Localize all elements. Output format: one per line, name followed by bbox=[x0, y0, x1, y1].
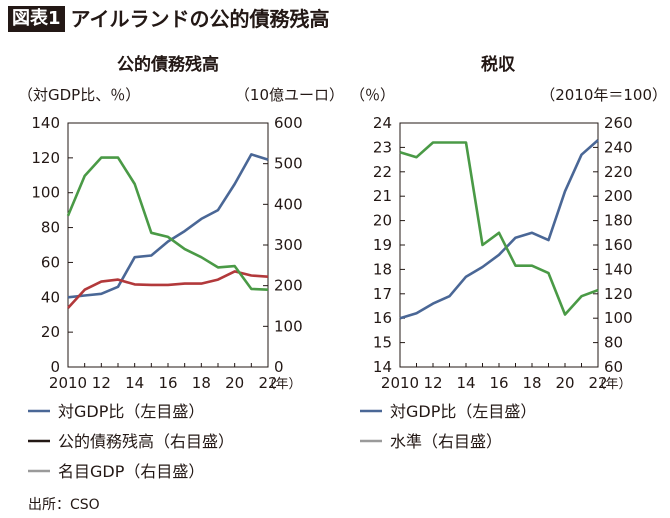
left-tick-label: 80 bbox=[41, 219, 60, 237]
right-tick-label: 220 bbox=[604, 163, 633, 181]
figure-title: アイルランドの公的債務残高 bbox=[70, 7, 330, 31]
right-axis-unit: （10億ユーロ） bbox=[235, 86, 344, 104]
panel-title: 税収 bbox=[481, 54, 516, 75]
panel-title: 公的債務残高 bbox=[117, 54, 219, 75]
left-tick-label: 22 bbox=[373, 163, 392, 181]
legend-label: 対GDP比（左目盛） bbox=[390, 402, 536, 421]
right-tick-label: 180 bbox=[604, 212, 633, 230]
left-axis-unit: （対GDP比、％） bbox=[18, 86, 140, 104]
x-tick-label: 14 bbox=[125, 374, 144, 392]
left-tick-label: 60 bbox=[41, 253, 60, 271]
x-tick-label: 20 bbox=[225, 374, 244, 392]
left-tick-label: 21 bbox=[373, 187, 392, 205]
left-axis-unit: （％） bbox=[350, 86, 395, 104]
left-tick-label: 15 bbox=[373, 334, 392, 352]
x-tick-label: 20 bbox=[555, 374, 574, 392]
left-tick-label: 20 bbox=[373, 212, 392, 230]
left-tick-label: 14 bbox=[373, 358, 392, 376]
right-tick-label: 160 bbox=[604, 236, 633, 254]
x-tick-label: 18 bbox=[192, 374, 211, 392]
legend-label: 公的債務残高（右目盛） bbox=[58, 432, 234, 451]
plot-frame bbox=[399, 122, 599, 368]
x-tick-label: 16 bbox=[489, 374, 508, 392]
series-line bbox=[67, 153, 269, 299]
right-tick-label: 240 bbox=[604, 138, 633, 156]
right-tick-label: 200 bbox=[274, 277, 303, 295]
figure-header: 図表1 アイルランドの公的債務残高 bbox=[8, 6, 330, 32]
left-tick-label: 18 bbox=[373, 260, 392, 278]
x-tick-label: 22 bbox=[588, 374, 607, 392]
left-tick-label: 0 bbox=[50, 358, 60, 376]
left-tick-label: 17 bbox=[373, 285, 392, 303]
right-tick-label: 0 bbox=[274, 358, 284, 376]
figure-badge: 図表1 bbox=[8, 6, 65, 32]
legend-label: 対GDP比（左目盛） bbox=[58, 402, 204, 421]
right-tick-label: 600 bbox=[274, 114, 303, 132]
right-tick-label: 200 bbox=[604, 187, 633, 205]
left-tick-label: 40 bbox=[41, 288, 60, 306]
x-tick-label: 12 bbox=[92, 374, 111, 392]
right-tick-label: 140 bbox=[604, 260, 633, 278]
x-unit-label: （年） bbox=[592, 377, 631, 392]
series-line bbox=[399, 141, 599, 316]
left-tick-label: 100 bbox=[31, 184, 60, 202]
source-note: 出所：CSO bbox=[28, 497, 100, 513]
left-tick-label: 20 bbox=[41, 323, 60, 341]
left-tick-label: 140 bbox=[31, 114, 60, 132]
right-tick-label: 120 bbox=[604, 285, 633, 303]
legend-label: 名目GDP（右目盛） bbox=[58, 462, 204, 481]
x-tick-label: 16 bbox=[158, 374, 177, 392]
x-unit-label: （年） bbox=[262, 377, 301, 392]
right-tick-label: 400 bbox=[274, 195, 303, 213]
left-tick-label: 120 bbox=[31, 149, 60, 167]
left-tick-label: 24 bbox=[373, 114, 392, 132]
right-tick-label: 100 bbox=[604, 309, 633, 327]
right-tick-label: 260 bbox=[604, 114, 633, 132]
left-tick-label: 16 bbox=[373, 309, 392, 327]
right-tick-label: 100 bbox=[274, 317, 303, 335]
legend-label: 水準（右目盛） bbox=[390, 432, 502, 451]
x-tick-label: 22 bbox=[258, 374, 277, 392]
right-tick-label: 60 bbox=[604, 358, 623, 376]
right-axis-unit: （2010年＝100） bbox=[540, 86, 667, 104]
x-tick-label: 2010 bbox=[49, 374, 87, 392]
x-tick-label: 14 bbox=[456, 374, 475, 392]
x-tick-label: 18 bbox=[522, 374, 541, 392]
series-line bbox=[67, 270, 269, 309]
series-line bbox=[399, 139, 599, 320]
right-tick-label: 500 bbox=[274, 155, 303, 173]
right-tick-label: 300 bbox=[274, 236, 303, 254]
x-tick-label: 2010 bbox=[381, 374, 419, 392]
x-tick-label: 12 bbox=[423, 374, 442, 392]
left-tick-label: 19 bbox=[373, 236, 392, 254]
right-tick-label: 80 bbox=[604, 334, 623, 352]
left-tick-label: 23 bbox=[373, 138, 392, 156]
